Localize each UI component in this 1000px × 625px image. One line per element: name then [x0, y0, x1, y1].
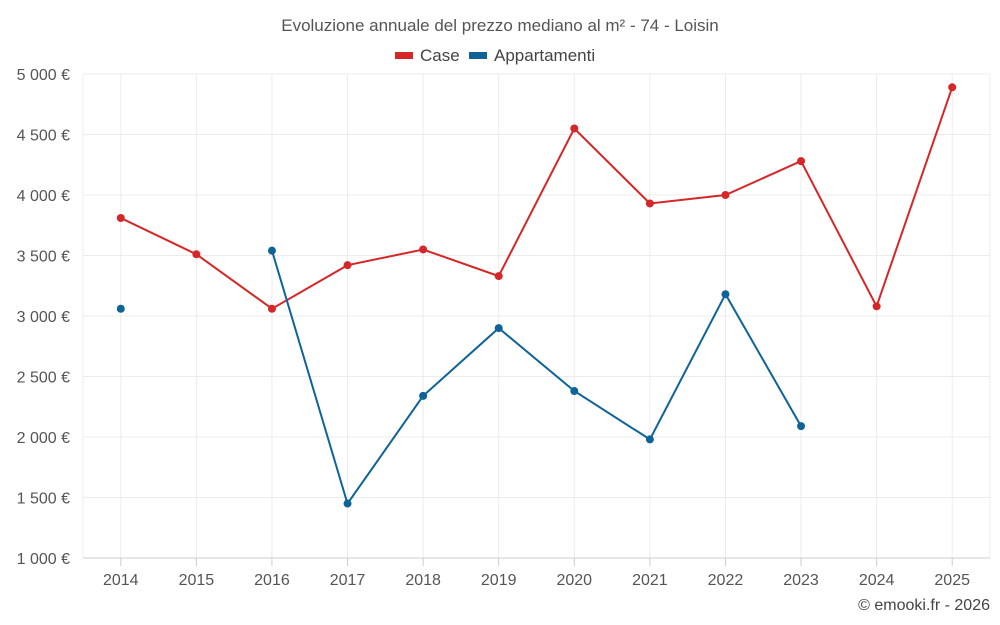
- data-point-appartamenti: [419, 391, 428, 400]
- data-point-case: [570, 124, 579, 133]
- x-tick-label: 2018: [405, 572, 441, 589]
- x-tick-label: 2025: [934, 572, 970, 589]
- y-tick-label: 1 000 €: [17, 551, 70, 568]
- data-point-case: [267, 304, 276, 313]
- x-tick-label: 2023: [783, 572, 819, 589]
- legend-label-case: Case: [420, 46, 460, 65]
- legend-label-appartamenti: Appartamenti: [494, 46, 595, 65]
- data-point-appartamenti: [797, 422, 806, 431]
- series: [116, 83, 957, 508]
- data-point-appartamenti: [570, 387, 579, 396]
- x-tick-label: 2021: [632, 572, 668, 589]
- y-tick-label: 4 500 €: [17, 128, 70, 145]
- series-line-case: [120, 86, 954, 310]
- x-tick-label: 2017: [330, 572, 366, 589]
- data-point-case: [645, 199, 654, 208]
- data-point-appartamenti: [343, 499, 352, 508]
- y-tick-label: 4 000 €: [17, 188, 70, 205]
- data-point-case: [721, 191, 730, 199]
- data-point-appartamenti: [116, 304, 125, 313]
- data-point-appartamenti: [267, 246, 276, 255]
- data-point-case: [494, 272, 503, 281]
- y-tick-label: 5 000 €: [17, 67, 70, 84]
- data-point-appartamenti: [494, 324, 503, 333]
- x-tick-label: 2019: [481, 572, 517, 589]
- data-point-appartamenti: [721, 290, 730, 299]
- x-tick-label: 2016: [254, 572, 290, 589]
- data-point-case: [343, 261, 352, 270]
- data-point-case: [116, 213, 125, 222]
- x-tick-label: 2024: [859, 572, 895, 589]
- y-axis: 1 000 € 1 500 € 2 000 € 2 500 € 3 000 € 3 500…: [17, 67, 70, 568]
- legend-swatch-case: [395, 52, 413, 59]
- grid: [82, 73, 991, 559]
- data-point-case: [872, 302, 881, 311]
- x-tick-label: 2014: [103, 572, 139, 589]
- legend: Case Appartamenti: [395, 46, 595, 65]
- y-tick-label: 2 500 €: [17, 370, 70, 387]
- y-tick-label: 2 000 €: [17, 430, 70, 447]
- credit: © emooki.fr - 2026: [858, 597, 990, 614]
- data-point-case: [192, 250, 201, 259]
- x-tick-label: 2020: [556, 572, 592, 589]
- data-point-case: [797, 157, 806, 166]
- y-tick-label: 1 500 €: [17, 491, 70, 508]
- series-line-appartamenti: [271, 250, 802, 506]
- chart-title: Evoluzione annuale del prezzo mediano al…: [281, 16, 719, 35]
- x-tick-label: 2022: [708, 572, 744, 589]
- data-point-appartamenti: [645, 435, 654, 444]
- x-tick-label: 2015: [179, 572, 215, 589]
- x-axis: 2014 2015 2016 2017 2018 2019 2020 2021 2022 2023…: [83, 557, 990, 589]
- data-point-case: [948, 83, 957, 92]
- data-point-case: [419, 245, 428, 254]
- y-tick-label: 3 000 €: [17, 309, 70, 326]
- y-tick-label: 3 500 €: [17, 249, 70, 266]
- legend-swatch-appartamenti: [469, 52, 487, 59]
